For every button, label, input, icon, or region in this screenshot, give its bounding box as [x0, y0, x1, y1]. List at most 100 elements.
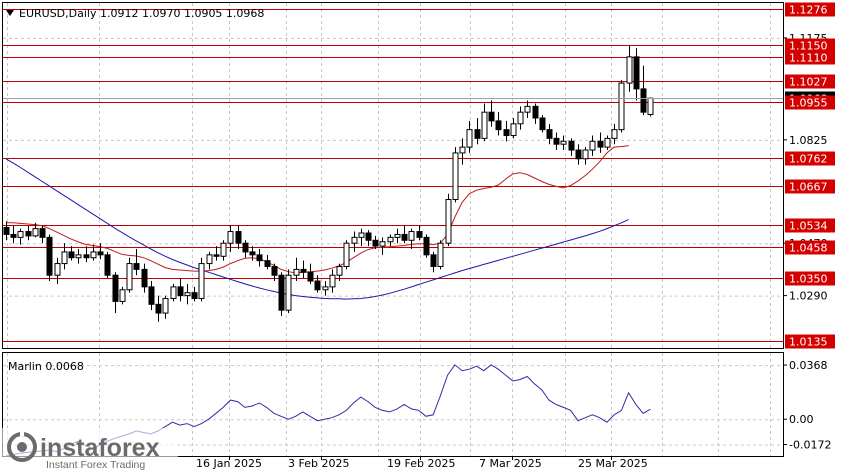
candle — [148, 281, 155, 311]
bull-candle-body — [459, 146, 466, 154]
candle — [97, 243, 104, 260]
candle — [83, 246, 90, 263]
candle — [408, 228, 415, 250]
candle — [372, 235, 379, 250]
candle — [104, 251, 111, 279]
bull-candle-body — [32, 228, 39, 237]
bull-candle-body — [184, 292, 191, 297]
price-level-tag — [785, 2, 835, 17]
bear-candle-body — [575, 149, 582, 160]
candle — [553, 132, 560, 151]
bear-candle-body — [503, 129, 510, 136]
moving-average-lines — [5, 145, 629, 300]
candle — [351, 231, 358, 252]
candle — [162, 295, 169, 319]
price-level-tag — [785, 151, 835, 166]
bear-candle-body — [423, 236, 430, 256]
bear-candle-body — [83, 254, 90, 259]
bull-candle-body — [358, 232, 365, 238]
candle — [119, 286, 126, 305]
bull-candle-body — [220, 242, 227, 257]
bull-candle-body — [343, 242, 350, 267]
price-level-tag — [785, 50, 835, 65]
candle — [488, 100, 495, 127]
bear-candle-body — [141, 268, 148, 288]
candle — [401, 225, 408, 244]
bear-candle-body — [307, 271, 314, 282]
price-level-value: 1.0762 — [789, 153, 828, 166]
symbol-info: EURUSD,Daily 1.0912 1.0970 1.0905 1.0968 — [19, 7, 264, 20]
candle — [336, 263, 343, 282]
candle — [112, 272, 119, 314]
price-level-tag — [785, 95, 835, 110]
bull-candle-body — [198, 263, 205, 300]
candle — [206, 251, 213, 270]
bull-candle-body — [466, 129, 473, 148]
bull-candle-body — [119, 289, 126, 302]
watermark-tagline: Instant Forex Trading — [46, 459, 145, 471]
price-tick-label: 1.0825 — [789, 134, 828, 147]
bull-candle-body — [90, 251, 97, 259]
main-pane-frame — [2, 2, 784, 349]
candle — [517, 106, 524, 130]
bear-candle-body — [249, 251, 256, 256]
candle — [191, 286, 198, 302]
candle — [466, 120, 473, 153]
bull-candle-body — [126, 263, 133, 291]
candle — [510, 118, 517, 139]
candle — [618, 80, 625, 133]
bear-candle-body — [148, 286, 155, 305]
candle — [307, 263, 314, 284]
bear-candle-body — [155, 303, 162, 314]
price-level-tag — [785, 240, 835, 255]
bear-candle-body — [546, 129, 553, 139]
bear-candle-body — [495, 120, 502, 131]
candle — [220, 240, 227, 261]
candle — [278, 272, 285, 316]
bear-candle-body — [10, 233, 17, 238]
bull-candle-body — [329, 274, 336, 288]
bear-candle-body — [112, 274, 119, 302]
bear-candle-body — [474, 129, 481, 139]
bear-candle-body — [133, 263, 140, 270]
candle — [560, 135, 567, 151]
candle — [227, 225, 234, 252]
indicator-tick-label: -0.0172 — [789, 439, 831, 452]
candle — [365, 230, 372, 247]
candle — [32, 222, 39, 238]
candle — [568, 138, 575, 156]
bear-candle-body — [3, 226, 10, 235]
indicator-tick-label: 0.0368 — [789, 359, 828, 372]
price-level-tag — [785, 74, 835, 89]
candle — [54, 257, 61, 284]
price-level-value: 1.1027 — [789, 76, 828, 89]
candle — [155, 295, 162, 322]
bull-candle-body — [322, 286, 329, 291]
candle — [68, 246, 75, 261]
candle — [597, 132, 604, 153]
bear-candle-body — [597, 140, 604, 148]
bear-candle-body — [25, 231, 32, 237]
price-level-value: 1.0534 — [789, 220, 828, 233]
bear-candle-body — [177, 286, 184, 297]
candle — [213, 246, 220, 261]
candle — [126, 257, 133, 293]
candle — [25, 225, 32, 241]
moving-average-line — [6, 145, 629, 274]
bull-candle-body — [510, 123, 517, 136]
collapse-triangle-icon[interactable] — [6, 10, 14, 16]
candle — [271, 263, 278, 282]
candle — [582, 147, 589, 165]
bull-candle-body — [206, 254, 213, 265]
candle — [423, 234, 430, 258]
bull-candle-body — [170, 286, 177, 300]
time-tick-label: 3 Feb 2025 — [288, 457, 349, 470]
candle — [184, 283, 191, 305]
candle — [343, 240, 350, 270]
bull-candle-body — [589, 140, 596, 151]
candle — [61, 243, 68, 270]
bear-candle-body — [46, 236, 53, 276]
bear-candle-body — [430, 254, 437, 267]
candle — [437, 240, 444, 270]
